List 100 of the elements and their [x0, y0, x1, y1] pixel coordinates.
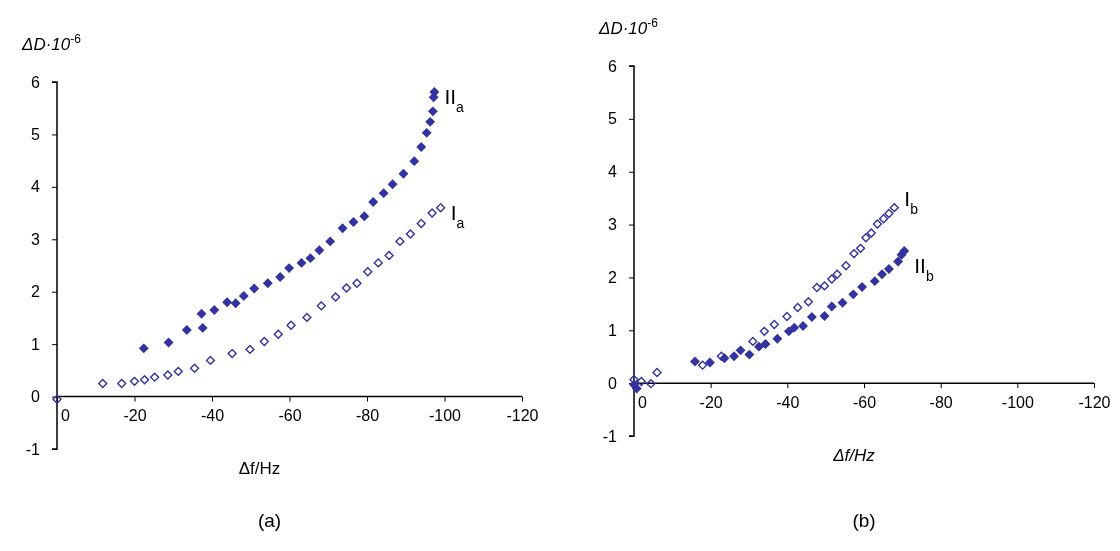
point: [368, 197, 378, 207]
point: [149, 372, 160, 382]
point: [428, 106, 438, 117]
point: [819, 311, 830, 321]
point: [198, 323, 208, 333]
point: [209, 305, 219, 315]
point: [296, 258, 307, 268]
point: [754, 342, 764, 352]
point: [866, 228, 876, 238]
y-tick-label: 4: [608, 163, 618, 181]
y-tick-label: 3: [31, 230, 41, 248]
point: [189, 363, 200, 373]
y-tick-label: 2: [608, 269, 618, 287]
point: [196, 309, 207, 319]
point: [841, 261, 851, 271]
point: [341, 283, 352, 293]
x-tick-label: -20: [123, 406, 147, 424]
point: [827, 274, 837, 284]
point: [878, 214, 889, 224]
point: [735, 345, 746, 356]
x-tick-label: 0: [61, 406, 71, 424]
point: [803, 297, 814, 307]
point: [284, 263, 294, 273]
point: [245, 344, 255, 355]
y-tick-label: -1: [602, 427, 618, 445]
point: [889, 203, 899, 213]
x-tick-label: -100: [1001, 393, 1034, 411]
point: [286, 320, 296, 330]
point: [387, 179, 398, 189]
x-tick-label: -120: [1078, 393, 1111, 411]
point: [435, 203, 446, 213]
point: [239, 291, 249, 301]
point: [782, 311, 792, 322]
point: [870, 276, 880, 286]
point: [812, 282, 822, 293]
point: [330, 292, 341, 302]
point: [230, 298, 241, 308]
point: [849, 248, 859, 259]
point: [652, 367, 662, 378]
point: [348, 217, 359, 227]
point: [729, 351, 739, 361]
series-label: I$_{a}$: [450, 200, 465, 231]
x-tick-label: -120: [506, 406, 539, 424]
point: [646, 379, 656, 389]
x-tick-label: -100: [428, 406, 462, 424]
point: [205, 355, 216, 366]
text: (b): [852, 510, 876, 531]
point: [832, 269, 842, 279]
point: [827, 301, 837, 312]
y-tick-label: 6: [608, 57, 618, 75]
x-tick-label: 0: [638, 393, 648, 411]
point: [884, 208, 894, 219]
point: [422, 128, 432, 138]
point: [427, 208, 437, 218]
point: [409, 156, 419, 166]
point: [893, 256, 903, 267]
x-tick-label: -60: [278, 406, 302, 424]
point: [305, 253, 316, 263]
y-tick-label: 1: [31, 335, 41, 353]
x-tick-label: -60: [852, 393, 877, 411]
y-axis-title: ΔD·10$^{-6}$: [21, 32, 82, 54]
point: [759, 326, 769, 336]
x-tick-label: -80: [929, 393, 953, 411]
point: [129, 376, 140, 387]
point: [337, 223, 348, 233]
point: [705, 357, 715, 368]
point: [425, 117, 435, 127]
point: [772, 334, 783, 344]
point: [373, 258, 383, 268]
point: [395, 236, 405, 247]
point: [861, 233, 871, 243]
point: [872, 219, 883, 229]
point: [227, 348, 237, 359]
point: [249, 283, 259, 294]
point: [819, 281, 830, 291]
point: [139, 343, 149, 353]
point: [302, 312, 312, 323]
text: (a): [257, 510, 282, 531]
point: [784, 326, 794, 336]
point: [416, 218, 426, 229]
y-tick-label: 4: [31, 178, 41, 196]
y-axis-title: ΔD·10$^{-6}$: [598, 16, 659, 38]
point: [405, 229, 416, 239]
point: [697, 360, 708, 370]
point: [117, 378, 127, 389]
point: [139, 375, 150, 385]
point: [798, 321, 808, 331]
point: [636, 376, 646, 387]
y-tick-label: -1: [25, 440, 41, 458]
point: [416, 142, 426, 152]
point: [263, 278, 273, 288]
point: [848, 289, 858, 299]
y-tick-label: 5: [608, 110, 618, 128]
y-tick-label: 2: [31, 283, 41, 301]
point: [884, 264, 894, 274]
series-label: II$_{b}$: [914, 254, 934, 284]
point: [748, 336, 758, 347]
x-tick-label: -40: [200, 406, 225, 424]
point: [877, 269, 887, 279]
y-tick-label: 6: [31, 73, 41, 91]
